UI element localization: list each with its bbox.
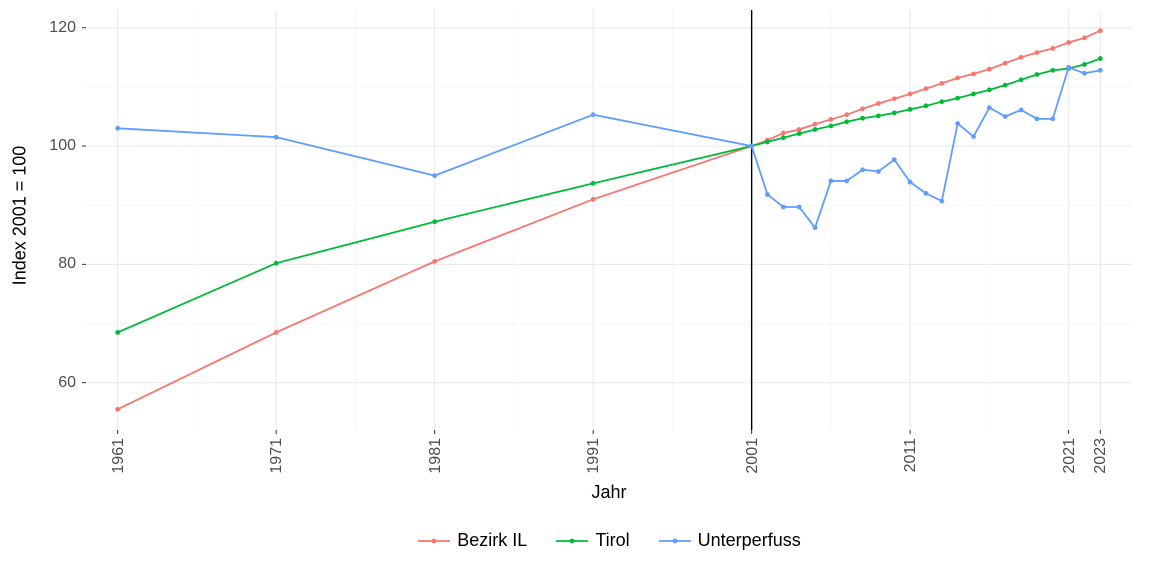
x-tick-label: 1961 — [110, 438, 128, 474]
index-line-chart: Index 2001 = 100 60 80 100 120 1961 1971 1981… — [0, 0, 1152, 576]
plot-area — [86, 10, 1132, 430]
legend-item: Bezirk IL — [417, 530, 527, 551]
legend-key-icon — [658, 534, 692, 548]
legend: Bezirk IL Tirol Unterperfuss — [86, 530, 1132, 551]
x-tick-label: 1971 — [268, 438, 286, 474]
plot-svg — [86, 10, 1132, 430]
x-tick-label: 2021 — [1061, 438, 1079, 474]
y-tick-label: 80 — [32, 255, 76, 273]
x-tick-label: 1981 — [427, 438, 445, 474]
x-tick-label: 2023 — [1092, 438, 1110, 474]
x-axis-tick-labels: 1961 1971 1981 1991 2001 2011 2021 2023 — [86, 432, 1132, 476]
y-tick-label: 100 — [32, 137, 76, 155]
legend-item: Unterperfuss — [658, 530, 801, 551]
legend-key-icon — [555, 534, 589, 548]
x-tick-label: 2011 — [902, 438, 920, 472]
x-axis-title-text: Jahr — [591, 482, 626, 502]
y-tick-label: 60 — [32, 374, 76, 392]
legend-label: Tirol — [595, 530, 629, 551]
legend-key-icon — [417, 534, 451, 548]
legend-item: Tirol — [555, 530, 629, 551]
y-axis-tick-labels: 60 80 100 120 — [32, 10, 82, 430]
y-tick-label: 120 — [32, 19, 76, 37]
x-axis-title: Jahr — [86, 482, 1132, 503]
x-tick-label: 2001 — [744, 438, 762, 474]
y-axis-title: Index 2001 = 100 — [8, 0, 32, 430]
x-tick-label: 1991 — [585, 438, 603, 474]
legend-label: Bezirk IL — [457, 530, 527, 551]
legend-label: Unterperfuss — [698, 530, 801, 551]
y-axis-title-text: Index 2001 = 100 — [10, 145, 31, 285]
